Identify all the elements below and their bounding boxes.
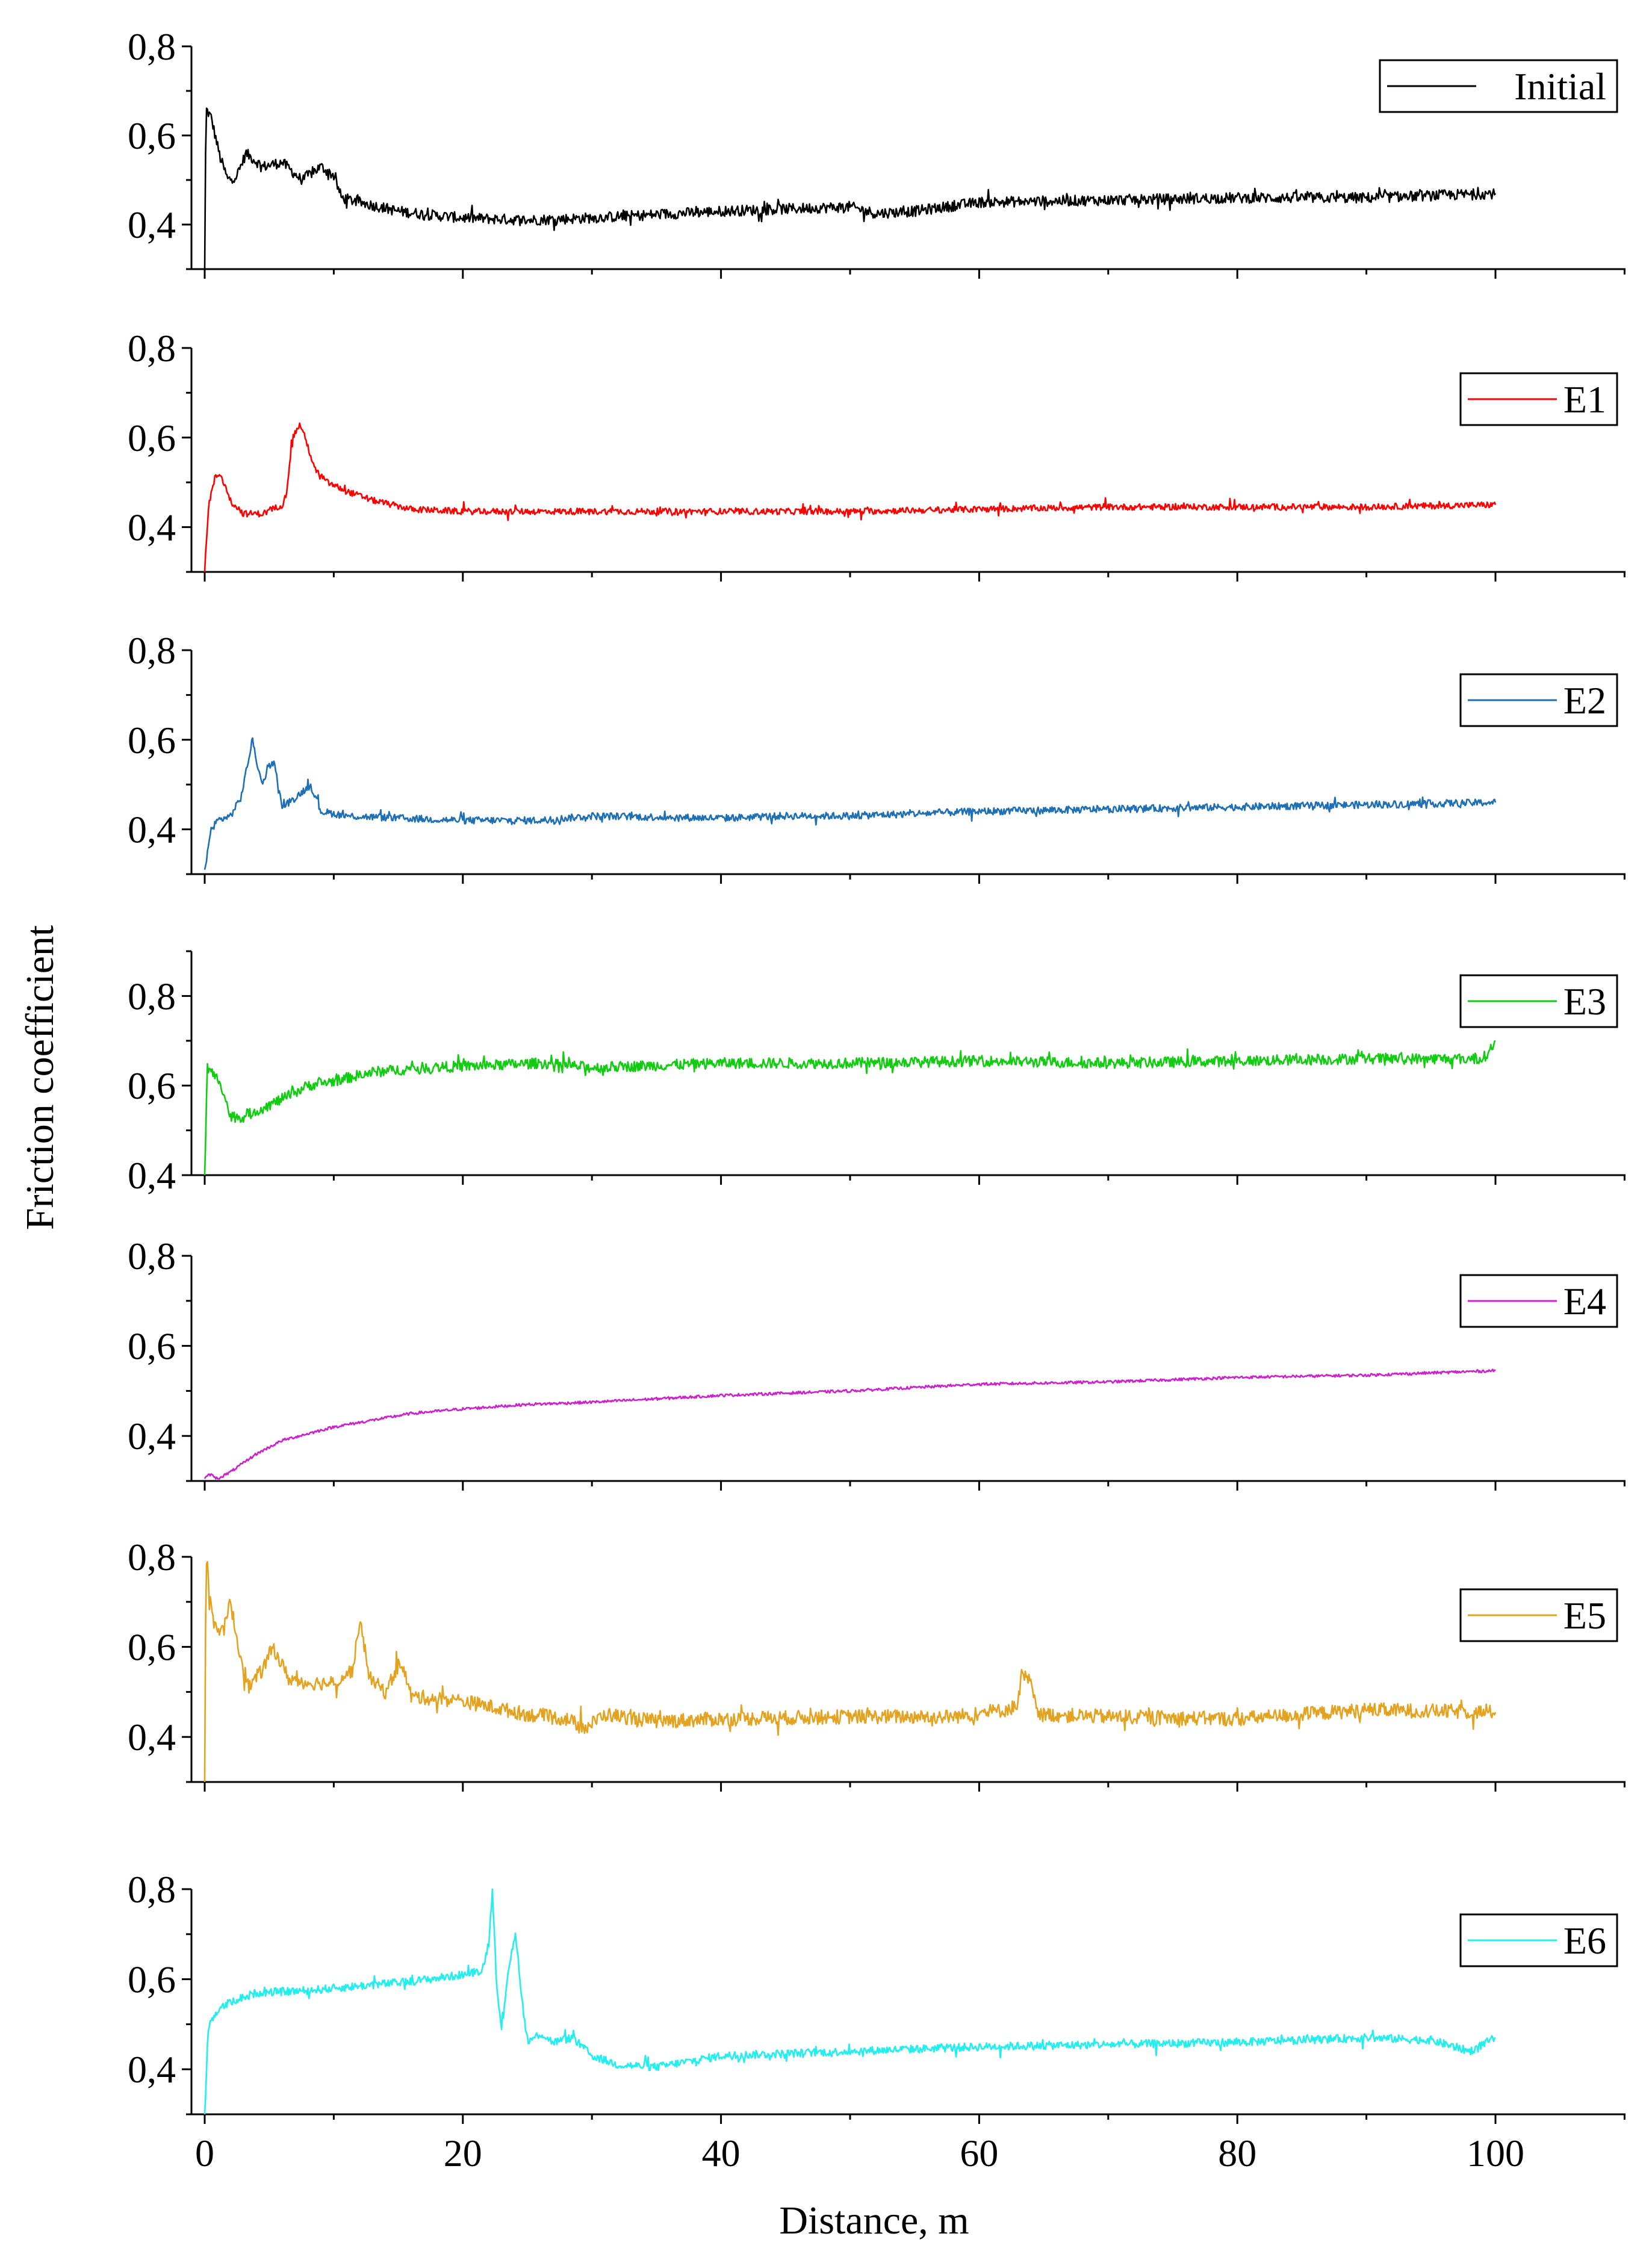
panel-e2: 0,4 0,6 0,8 E2 [128,629,1626,884]
legend-label: Initial [1514,65,1606,108]
y-tick-label: 0,4 [128,506,176,549]
y-tick-label: 0,8 [128,1868,176,1911]
y-tick-label: 0,8 [128,327,176,370]
legend-e3: E3 [1459,974,1618,1028]
legend-e4: E4 [1459,1274,1618,1328]
panel-e3: 0,4 0,6 0,8 E3 [128,950,1626,1197]
legend-e6: E6 [1459,1913,1618,1967]
y-tick-label: 0,8 [128,1235,176,1277]
y-tick-label: 0,6 [128,1325,176,1368]
panel-e6: 0,4 0,6 0,8 E6 [128,1868,1626,2124]
y-tick-label: 0,6 [128,417,176,459]
y-tick-label: 0,6 [128,1626,176,1669]
panel-e5: 0,4 0,6 0,8 E5 [128,1536,1626,1792]
legend-label: E6 [1564,1919,1606,1962]
series-line-e2 [203,737,1497,870]
x-tick-label: 20 [444,2132,482,2175]
legend-label: E2 [1564,679,1606,722]
y-tick-label: 0,4 [128,1415,176,1457]
series-line-initial [203,107,1497,270]
legend-e2: E2 [1459,673,1618,727]
series-line-e1 [203,422,1497,573]
y-tick-label: 0,4 [128,1154,176,1197]
legend-e1: E1 [1459,372,1618,426]
series-line-e6 [203,1888,1496,2115]
panel-e1: 0,4 0,6 0,8 E1 [128,327,1626,582]
legend-label: E5 [1564,1594,1606,1637]
legend-label: E1 [1564,378,1606,421]
x-tick-label: 40 [702,2132,741,2175]
y-tick-label: 0,6 [128,114,176,157]
legend-label: E4 [1564,1280,1606,1323]
panel-initial: 0,4 0,6 0,8 Initial [128,25,1626,279]
x-axis-title: Distance, m [779,2199,969,2243]
y-tick-label: 0,6 [128,1958,176,2001]
y-tick-label: 0,8 [128,629,176,672]
legend-initial: Initial [1379,59,1618,113]
y-tick-label: 0,4 [128,1716,176,1759]
y-tick-label: 0,4 [128,203,176,246]
x-tick-label: 100 [1467,2132,1524,2175]
y-tick-label: 0,6 [128,1064,176,1107]
x-tick-label: 80 [1218,2132,1256,2175]
legend-e5: E5 [1459,1588,1618,1642]
y-axis-title: Friction coefficient [18,925,62,1230]
y-tick-label: 0,8 [128,975,176,1017]
y-tick-label: 0,4 [128,2048,176,2091]
legend-label: E3 [1564,980,1606,1023]
y-tick-label: 0,8 [128,25,176,68]
y-tick-label: 0,4 [128,809,176,851]
y-tick-label: 0,8 [128,1536,176,1579]
series-line-e3 [203,1040,1496,1176]
x-tick-label: 60 [960,2132,998,2175]
panel-e4: 0,4 0,6 0,8 E4 [128,1235,1626,1491]
y-tick-label: 0,6 [128,719,176,762]
x-tick-label: 0 [195,2132,214,2175]
series-line-e4 [203,1368,1496,1480]
series-line-e5 [203,1560,1497,1783]
